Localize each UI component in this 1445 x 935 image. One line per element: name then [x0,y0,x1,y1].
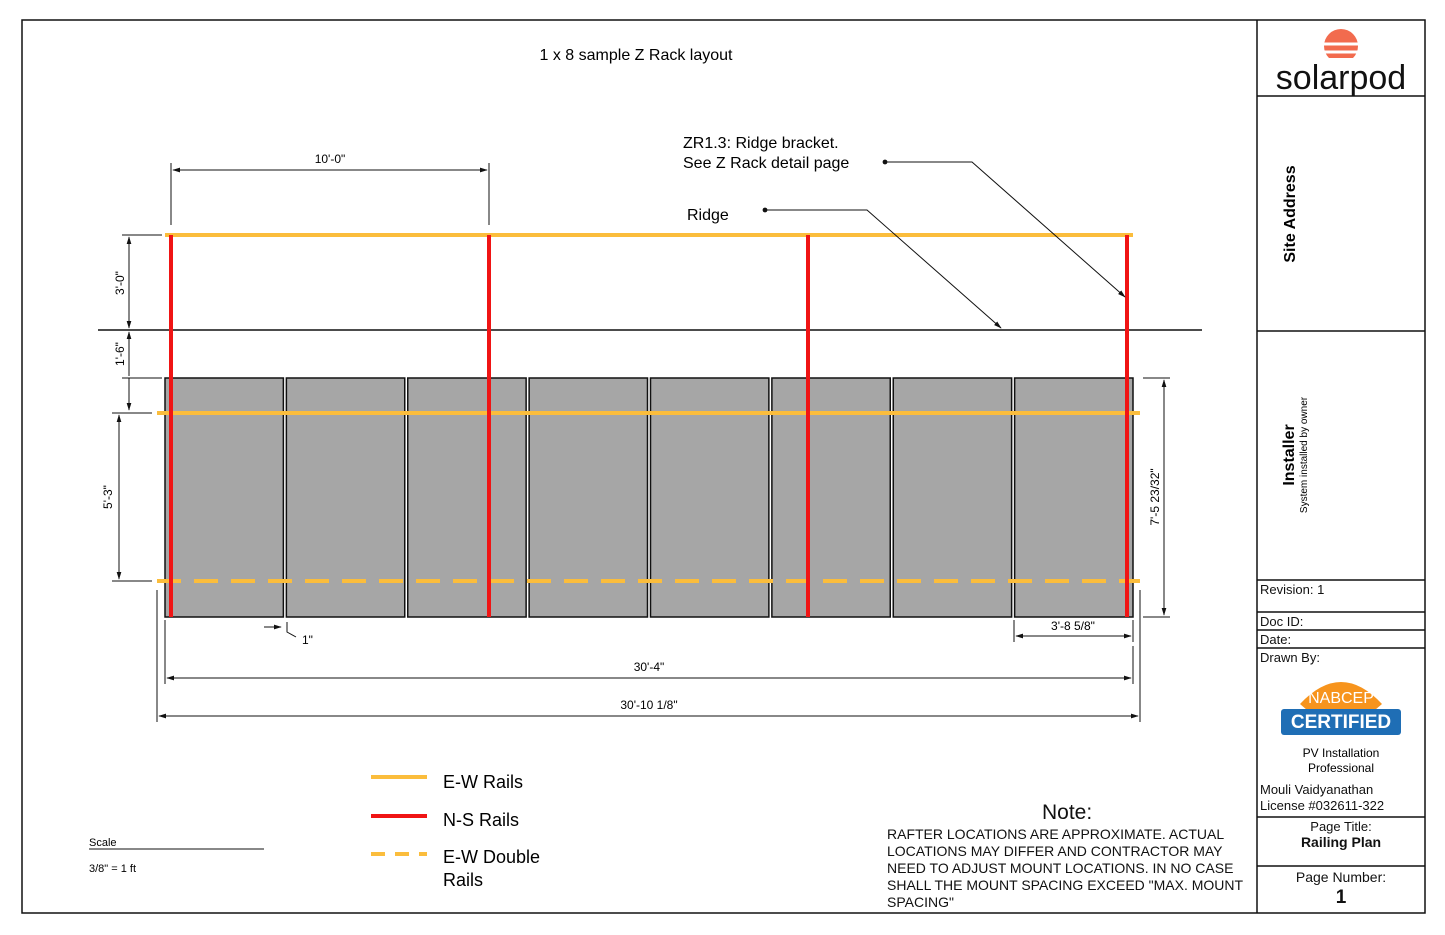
nabcep-badge: NABCEP CERTIFIED PV Installation Profess… [1281,682,1401,775]
drawing-title: 1 x 8 sample Z Rack layout [540,47,734,64]
dim-roof-gap-label: 1'-6" [113,342,127,366]
dim-panel-height [1143,377,1170,618]
dim-rail-spacing-label: 10'-0" [315,152,346,166]
date-field: Date: [1260,632,1292,647]
dim-left-vertical [112,234,162,582]
doc-id-field: Doc ID: [1260,614,1304,629]
dim-panel-width-label: 3'-8 5/8" [1051,619,1095,633]
ridge-callout: Ridge [687,207,729,224]
solarpod-logo: solarpod [1276,29,1406,97]
ridge-bracket-callout-line2: See Z Rack detail page [683,155,849,172]
page-number-label: Page Number: [1295,869,1387,885]
module-array [164,377,1134,618]
legend: E-W Rails N-S Rails E-W Double Rails [371,772,540,890]
dim-array-width [156,590,1141,722]
page-number-value: 1 [1335,887,1347,908]
badge-line1: PV Installation [1303,746,1380,760]
dim-panel-gap-label: 1" [302,633,313,647]
dim-rail-spacing [170,163,490,225]
sheet-border [21,19,1426,914]
solar-module [407,377,527,618]
ridge-bracket-leader [882,159,1126,298]
site-address-label: Site Address [1282,165,1299,262]
solar-module [1013,377,1134,618]
badge-line2: Professional [1308,761,1374,775]
revision-field: Revision: 1 [1260,582,1325,597]
dim-panel-gap [264,622,297,638]
ridge-leader [762,207,1002,329]
solar-module [771,377,891,618]
solar-module [892,377,1013,618]
scale-label: Scale [89,837,117,849]
solar-module [528,377,649,618]
badge-main: CERTIFIED [1291,712,1391,733]
engineer-name: Mouli Vaidyanathan [1260,782,1374,797]
installer-label: Installer [1281,424,1298,485]
dim-array-width-label: 30'-4" [634,660,665,674]
title-block-frame [1256,20,1425,913]
legend-label-ew: E-W Rails [443,772,523,792]
sun-icon [1324,29,1358,63]
scale-value: 3/8" = 1 ft [89,863,136,875]
page-title-label: Page Title: [1310,819,1372,834]
solar-module [164,377,285,618]
license-number: License #032611-322 [1260,798,1385,813]
note-title: Note: [1042,801,1093,824]
dim-overall-width-label: 30'-10 1/8" [620,698,677,712]
ridge-bracket-callout-line1: ZR1.3: Ridge bracket. [683,135,839,152]
dim-ridge-offset-label: 3'-0" [113,271,127,295]
solar-module [649,377,770,618]
badge-top: NABCEP [1308,690,1374,707]
dim-panel-height-label: 7'-5 23/32" [1148,468,1162,525]
legend-label-ew-double: E-W Double Rails [443,847,540,890]
solar-module [285,377,406,618]
dim-panel-width [1013,620,1134,642]
legend-label-ns: N-S Rails [443,810,519,830]
dim-double-rail-label: 5'-3" [101,485,115,509]
drawn-by-field: Drawn By: [1260,650,1320,665]
note-body: RAFTER LOCATIONS ARE APPROXIMATE. ACTUAL… [887,826,1243,910]
logo-wordmark: solarpod [1276,59,1406,97]
page-title-value: Railing Plan [1300,834,1382,850]
installer-value: System installed by owner [1299,396,1310,513]
